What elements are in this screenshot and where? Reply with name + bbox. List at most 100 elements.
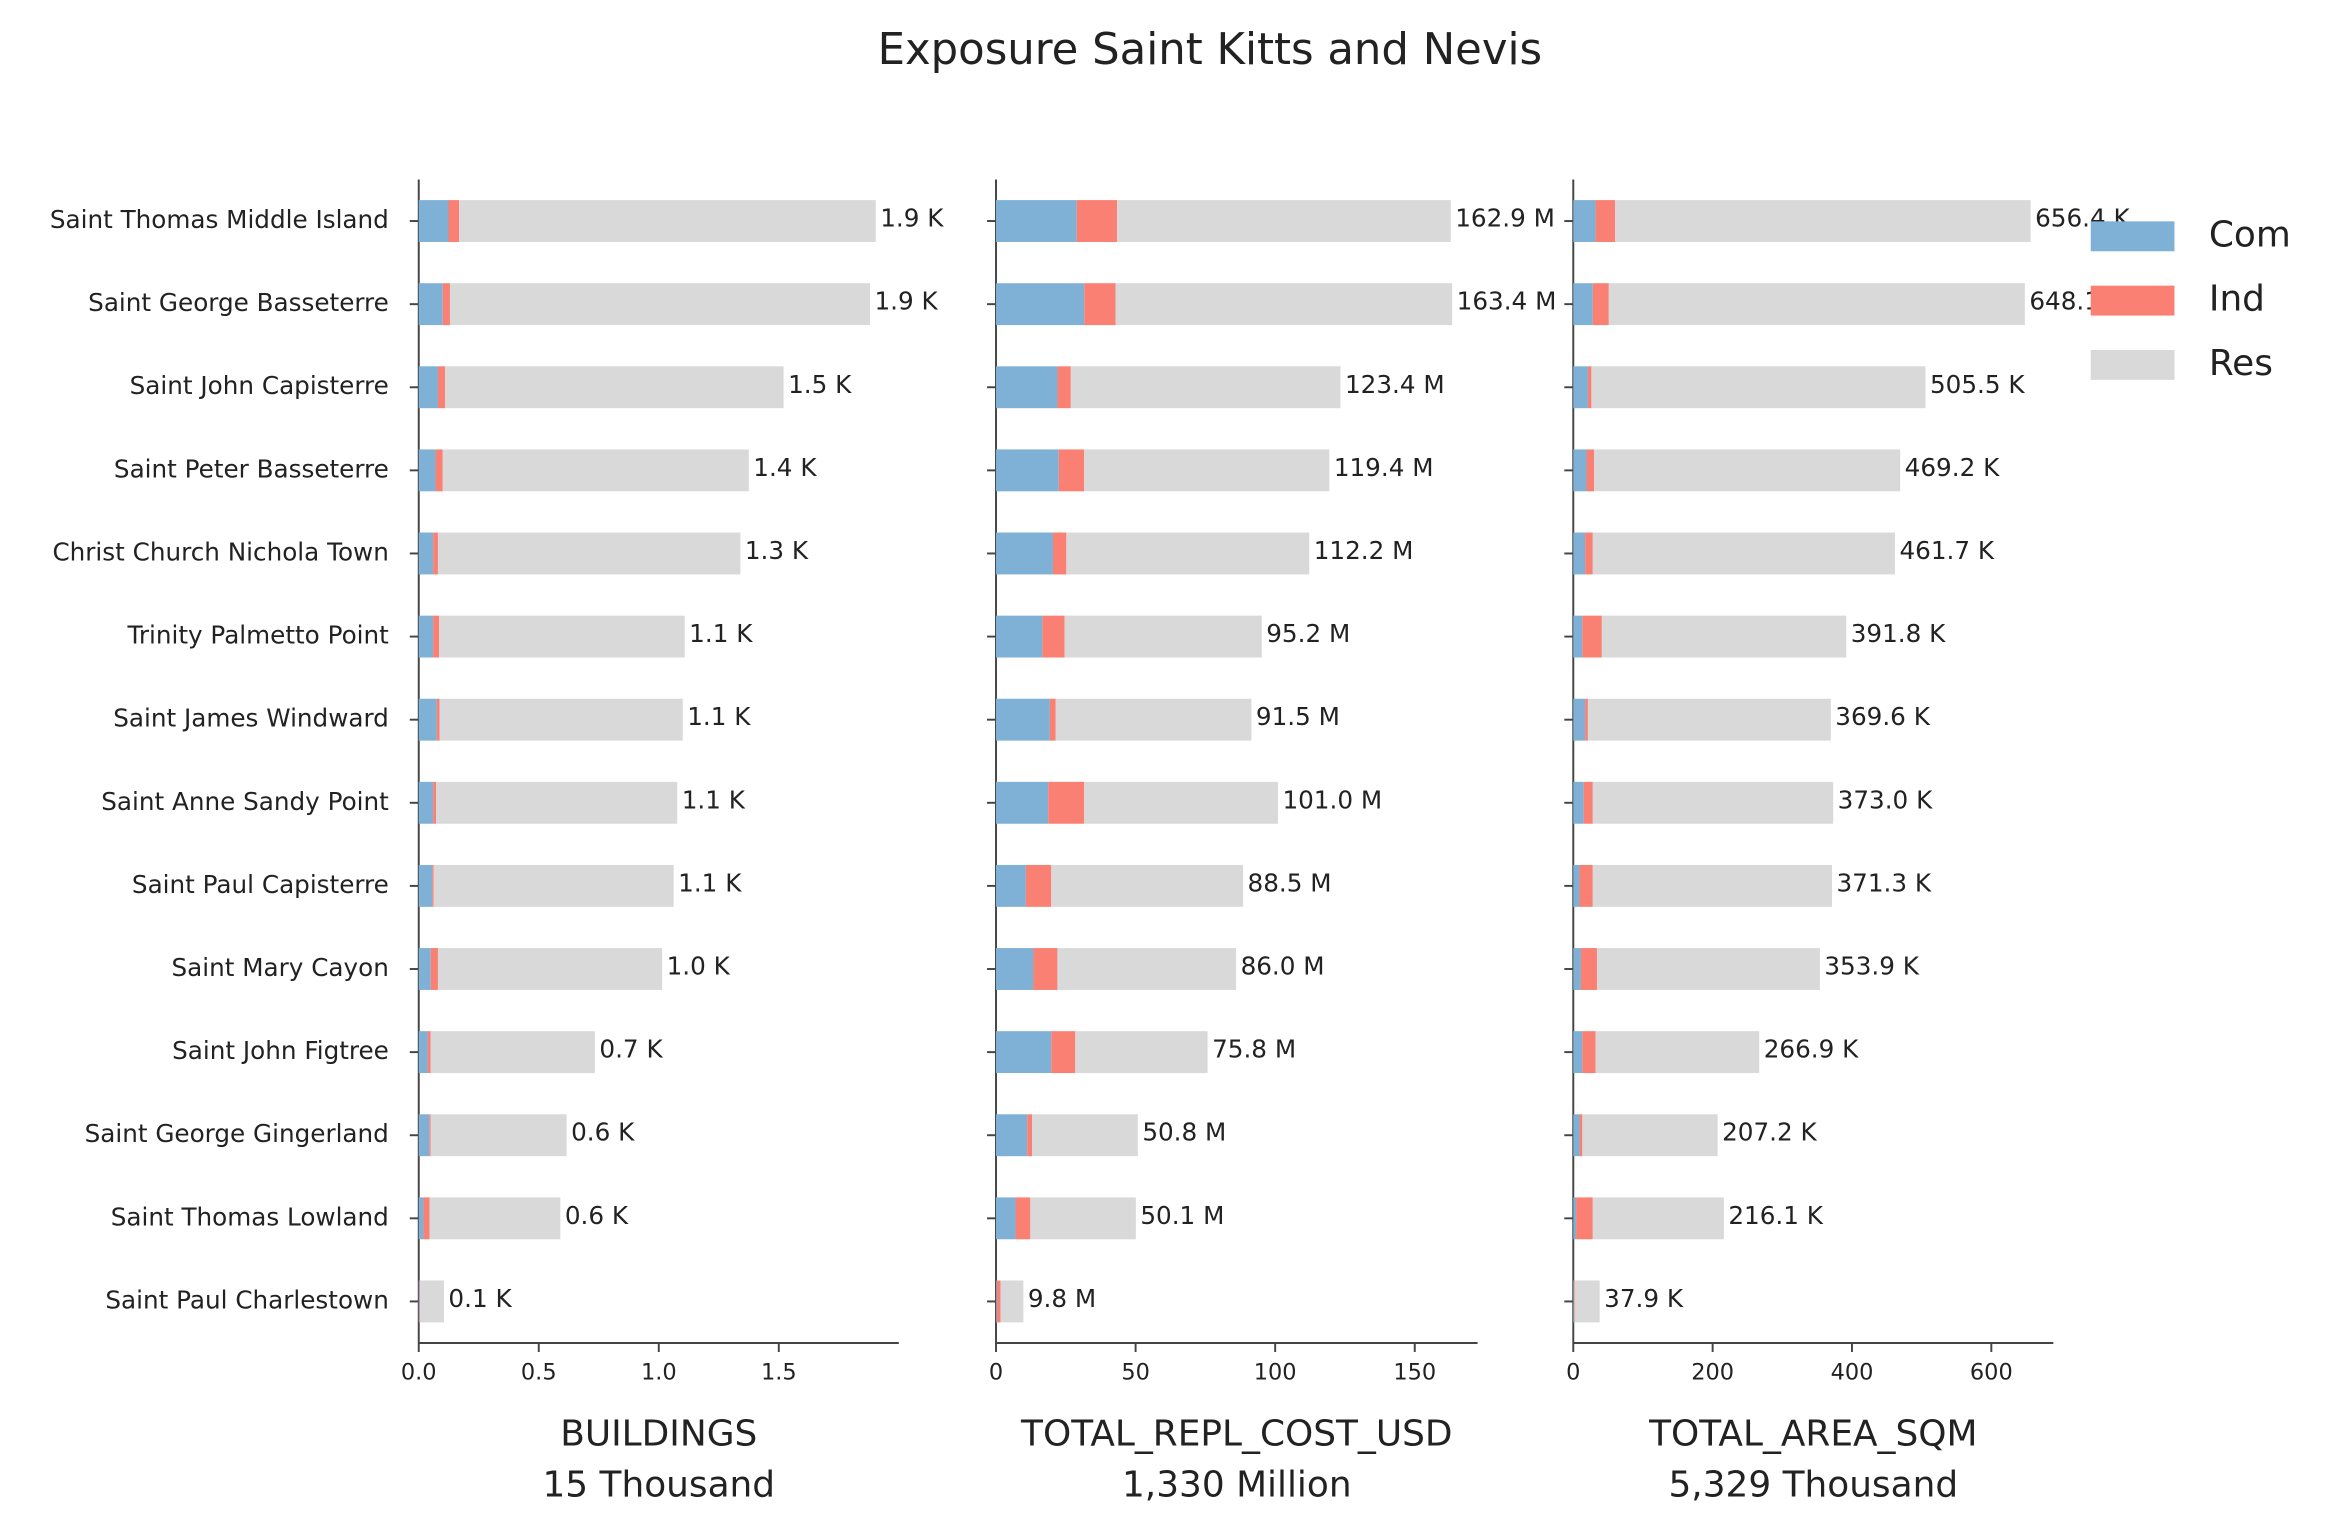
x-tick-label: 1.5 bbox=[761, 1359, 797, 1385]
total-label: 50.1 M bbox=[1140, 1201, 1224, 1230]
x-tick-label: 400 bbox=[1831, 1359, 1874, 1385]
bar-segment bbox=[1579, 1114, 1583, 1157]
bar-segment bbox=[1049, 698, 1056, 741]
total-label: 1.9 K bbox=[874, 287, 938, 316]
bar-segment bbox=[1573, 1114, 1580, 1157]
bar-segment bbox=[1592, 781, 1834, 824]
bar-segment bbox=[996, 1280, 1001, 1323]
total-label: 37.9 K bbox=[1604, 1284, 1684, 1313]
x-tick-label: 0.5 bbox=[521, 1359, 557, 1385]
bar-segment bbox=[1084, 781, 1278, 824]
bar-segment bbox=[1573, 1197, 1577, 1240]
bar-segment bbox=[1066, 532, 1310, 575]
bar-segment bbox=[418, 200, 449, 242]
total-label: 1.1 K bbox=[689, 619, 753, 648]
x-axis-label: BUILDINGS bbox=[560, 1414, 757, 1455]
bar-segment bbox=[996, 1114, 1028, 1157]
bar-segment bbox=[1000, 1280, 1024, 1323]
bar-segment bbox=[1070, 366, 1341, 409]
total-label: 369.6 K bbox=[1835, 702, 1930, 731]
x-tick-label: 50 bbox=[1121, 1359, 1150, 1385]
bar-segment bbox=[1076, 200, 1118, 242]
bar-segment bbox=[1592, 864, 1832, 907]
bar-segment bbox=[1585, 698, 1588, 741]
bar-segment bbox=[1033, 948, 1058, 990]
total-label: 9.8 M bbox=[1028, 1284, 1096, 1313]
bar-segment bbox=[1048, 781, 1085, 824]
bar-segment bbox=[1573, 449, 1587, 492]
y-tick-label: Saint John Capisterre bbox=[130, 371, 389, 400]
total-label: 95.2 M bbox=[1266, 619, 1350, 648]
bar-segment bbox=[1573, 615, 1583, 658]
total-label: 0.6 K bbox=[565, 1201, 629, 1230]
bar-segment bbox=[1573, 864, 1580, 907]
bar-segment bbox=[1117, 200, 1451, 242]
bar-segment bbox=[439, 698, 683, 741]
bar-segment bbox=[1027, 1114, 1033, 1157]
bar-segment bbox=[1595, 1031, 1760, 1074]
bar-segment bbox=[996, 200, 1077, 242]
total-label: 123.4 M bbox=[1345, 370, 1445, 399]
bar-segment bbox=[418, 948, 431, 990]
bar-segment bbox=[430, 1031, 595, 1074]
bar-segment bbox=[1583, 781, 1593, 824]
total-label: 163.4 M bbox=[1457, 287, 1557, 316]
bar-segment bbox=[1015, 1197, 1031, 1240]
legend-swatch bbox=[2090, 221, 2175, 252]
bar-segment bbox=[442, 449, 749, 492]
x-tick-label: 150 bbox=[1393, 1359, 1436, 1385]
bar-segment bbox=[448, 200, 460, 242]
total-label: 207.2 K bbox=[1722, 1118, 1817, 1147]
total-label: 91.5 M bbox=[1256, 702, 1340, 731]
bar-segment bbox=[432, 864, 434, 907]
bar-segment bbox=[437, 532, 741, 575]
bar-segment bbox=[1084, 449, 1330, 492]
bar-segment bbox=[996, 532, 1053, 575]
bar-segment bbox=[1052, 532, 1067, 575]
bar-segment bbox=[1587, 366, 1592, 409]
bar-segment bbox=[429, 1197, 561, 1240]
bar-segment bbox=[429, 1114, 431, 1157]
bar-segment bbox=[996, 1197, 1016, 1240]
bar-segment bbox=[1587, 698, 1831, 741]
bar-segment bbox=[996, 864, 1026, 907]
y-tick-label: Saint Paul Charlestown bbox=[105, 1285, 388, 1314]
bar-segment bbox=[418, 283, 443, 326]
total-label: 1.0 K bbox=[667, 952, 731, 981]
bar-segment bbox=[437, 366, 446, 409]
bar-segment bbox=[1576, 1197, 1593, 1240]
total-label: 461.7 K bbox=[1899, 536, 1994, 565]
bar-segment bbox=[1596, 948, 1820, 990]
bar-segment bbox=[1030, 1197, 1136, 1240]
bar-segment bbox=[1582, 1031, 1596, 1074]
bar-segment bbox=[436, 781, 678, 824]
total-label: 50.8 M bbox=[1142, 1118, 1226, 1147]
total-label: 88.5 M bbox=[1248, 868, 1332, 897]
bar-segment bbox=[419, 1280, 444, 1323]
bar-segment bbox=[418, 449, 436, 492]
bar-segment bbox=[1025, 864, 1052, 907]
bar-segment bbox=[1573, 1280, 1575, 1323]
bar-segment bbox=[445, 366, 784, 409]
bar-segment bbox=[1573, 1280, 1574, 1323]
bar-segment bbox=[1579, 864, 1593, 907]
total-label: 469.2 K bbox=[1905, 453, 2000, 482]
bar-segment bbox=[996, 698, 1050, 741]
bar-segment bbox=[1585, 532, 1593, 575]
x-tick-label: 600 bbox=[1970, 1359, 2013, 1385]
bar-segment bbox=[996, 449, 1059, 492]
y-tick-label: Saint George Gingerland bbox=[85, 1119, 389, 1148]
y-tick-label: Saint Thomas Lowland bbox=[111, 1202, 389, 1231]
bar-segment bbox=[418, 366, 438, 409]
bar-segment bbox=[433, 615, 440, 658]
bar-segment bbox=[1042, 615, 1065, 658]
y-tick-label: Saint John Figtree bbox=[172, 1036, 389, 1065]
total-label: 353.9 K bbox=[1824, 952, 1919, 981]
y-tick-label: Christ Church Nichola Town bbox=[52, 537, 388, 566]
bar-segment bbox=[418, 698, 437, 741]
bar-segment bbox=[1057, 366, 1071, 409]
bar-segment bbox=[1573, 781, 1584, 824]
figure-title: Exposure Saint Kitts and Nevis bbox=[878, 25, 1543, 75]
